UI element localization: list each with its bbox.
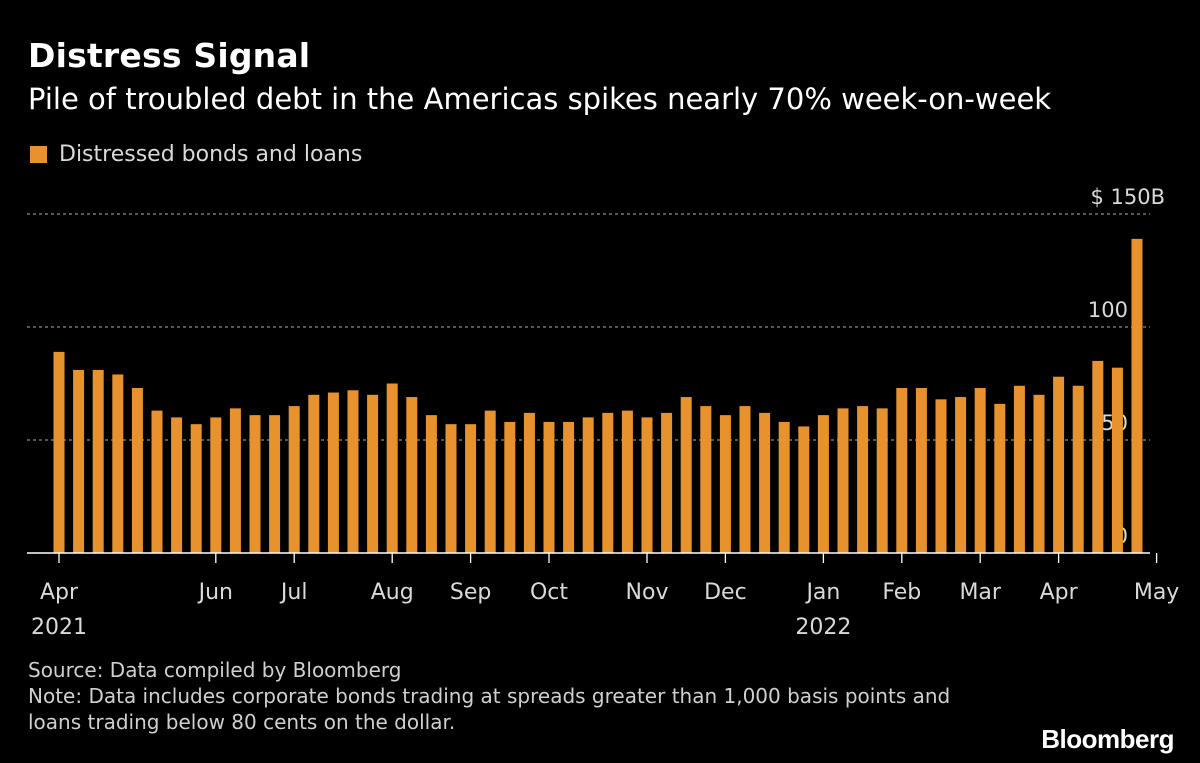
bar bbox=[896, 388, 908, 553]
bar bbox=[994, 403, 1006, 553]
x-tick-label: Jun bbox=[197, 580, 233, 605]
bar bbox=[249, 415, 261, 553]
bar bbox=[876, 408, 888, 553]
x-tick-label: Nov bbox=[626, 580, 669, 605]
bar bbox=[327, 392, 339, 553]
bar bbox=[778, 421, 790, 553]
bar bbox=[465, 424, 477, 553]
x-tick-label: Dec bbox=[704, 580, 747, 605]
bar bbox=[1033, 394, 1045, 553]
legend-swatch bbox=[30, 146, 47, 163]
bloomberg-logo: Bloomberg bbox=[1041, 724, 1174, 754]
bar bbox=[955, 397, 967, 553]
bar bbox=[92, 369, 104, 553]
bar bbox=[621, 410, 633, 553]
x-tick-label: May bbox=[1134, 580, 1179, 605]
x-tick-year-label: 2022 bbox=[795, 615, 851, 640]
bar bbox=[680, 397, 692, 553]
y-tick-label: $ 150B bbox=[1090, 185, 1165, 209]
chart-subtitle: Pile of troubled debt in the Americas sp… bbox=[28, 82, 1052, 116]
bar bbox=[563, 421, 575, 553]
bar bbox=[504, 421, 516, 553]
x-tick-label: Jul bbox=[279, 580, 308, 605]
legend-label: Distressed bonds and loans bbox=[59, 142, 363, 167]
x-tick-label: Jan bbox=[804, 580, 840, 605]
bar bbox=[269, 415, 281, 553]
bar bbox=[798, 426, 810, 553]
x-tick-label: Apr bbox=[40, 580, 79, 605]
bar bbox=[543, 421, 555, 553]
bar bbox=[445, 424, 457, 553]
bar bbox=[1111, 367, 1123, 553]
bar bbox=[171, 417, 183, 553]
x-tick-label: Mar bbox=[959, 580, 1001, 605]
bar bbox=[190, 424, 202, 553]
legend: Distressed bonds and loans bbox=[30, 142, 362, 167]
bar bbox=[935, 399, 947, 553]
bar bbox=[700, 406, 712, 553]
bar bbox=[523, 412, 535, 553]
bar bbox=[837, 408, 849, 553]
bar bbox=[308, 394, 320, 553]
bar bbox=[817, 415, 829, 553]
bar bbox=[602, 412, 614, 553]
bar bbox=[759, 412, 771, 553]
bar bbox=[974, 388, 986, 553]
bar bbox=[229, 408, 241, 553]
bar bbox=[1053, 376, 1065, 553]
bar bbox=[857, 406, 869, 553]
bar bbox=[73, 369, 85, 553]
bar bbox=[131, 388, 143, 553]
bar bbox=[1131, 238, 1143, 554]
bar bbox=[406, 397, 418, 553]
bar bbox=[210, 417, 222, 553]
source-note: Source: Data compiled by Bloomberg bbox=[28, 658, 402, 682]
bar bbox=[1072, 385, 1084, 553]
chart-title: Distress Signal bbox=[28, 36, 311, 75]
x-tick-label: Feb bbox=[882, 580, 921, 605]
x-tick-label: Oct bbox=[530, 580, 568, 605]
bar bbox=[151, 410, 163, 553]
bar bbox=[1013, 385, 1025, 553]
bar bbox=[112, 374, 124, 553]
bar bbox=[641, 417, 653, 553]
bar bbox=[1092, 360, 1104, 553]
bar bbox=[915, 388, 927, 553]
x-tick-label: Sep bbox=[450, 580, 491, 605]
bar bbox=[367, 394, 379, 553]
bar bbox=[288, 406, 300, 553]
y-tick-label: 100 bbox=[1088, 298, 1128, 322]
bar bbox=[661, 412, 673, 553]
bar bbox=[582, 417, 594, 553]
bar bbox=[386, 383, 398, 553]
bar-chart: 050100$ 150BApr2021JunJulAugSepOctNovDec… bbox=[27, 185, 1179, 640]
x-tick-label: Aug bbox=[371, 580, 414, 605]
bar bbox=[484, 410, 496, 553]
bar bbox=[347, 390, 359, 553]
bar bbox=[739, 406, 751, 553]
x-tick-year-label: 2021 bbox=[31, 615, 87, 640]
x-tick-label: Apr bbox=[1040, 580, 1079, 605]
bar bbox=[53, 351, 65, 553]
bar bbox=[719, 415, 731, 553]
data-note: Note: Data includes corporate bonds trad… bbox=[28, 684, 951, 734]
bar bbox=[425, 415, 437, 553]
